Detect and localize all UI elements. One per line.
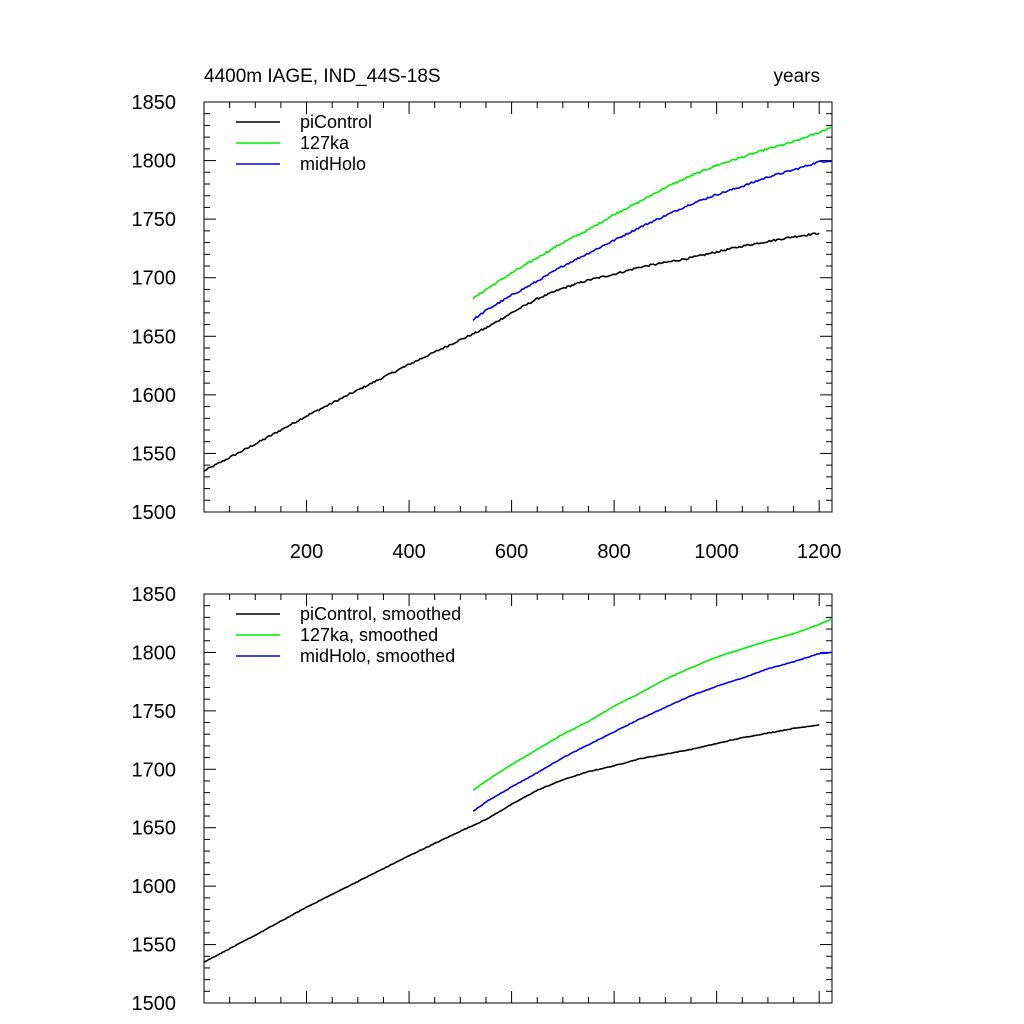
legend-label: midHolo — [300, 154, 366, 174]
y-tick-label: 1550 — [132, 935, 177, 957]
y-tick-label: 1700 — [132, 759, 177, 781]
legend-label: piControl — [300, 112, 372, 132]
top-panel-title: 4400m IAGE, IND_44S-18S — [204, 66, 441, 87]
y-tick-label: 1500 — [132, 993, 177, 1015]
x-tick-label: 200 — [290, 541, 323, 563]
x-tick-label: 600 — [495, 541, 528, 563]
plot-frame — [203, 593, 833, 1004]
y-tick-label: 1500 — [132, 502, 177, 524]
series-line-127ka — [472, 617, 833, 791]
plot-frame — [203, 101, 833, 513]
x-tick-label: 1200 — [797, 541, 842, 563]
legend-label: 127ka — [300, 133, 350, 153]
series-line-midholo — [472, 651, 832, 812]
series-line-picontrol — [203, 724, 820, 963]
x-tick-label: 400 — [392, 541, 425, 563]
legend-label: midHolo, smoothed — [300, 646, 455, 666]
y-tick-label: 1600 — [132, 385, 177, 407]
y-tick-label: 1650 — [132, 818, 177, 840]
y-tick-label: 1550 — [132, 443, 177, 465]
series-line-midholo — [472, 159, 833, 321]
y-tick-label: 1850 — [132, 92, 177, 114]
y-tick-label: 1600 — [132, 876, 177, 898]
y-tick-label: 1800 — [132, 642, 177, 664]
x-tick-label: 1000 — [694, 541, 739, 563]
y-tick-label: 1750 — [132, 701, 177, 723]
y-tick-label: 1850 — [132, 584, 177, 606]
top-panel-units-label: years — [774, 66, 820, 87]
series-line-127ka — [472, 125, 833, 300]
y-tick-label: 1700 — [132, 268, 177, 290]
legend-label: 127ka, smoothed — [300, 625, 438, 645]
top-panel: 4400m IAGE, IND_44S-18S years 1500 1550 16… — [132, 66, 842, 563]
series-line-picontrol — [203, 232, 820, 472]
legend-label: piControl, smoothed — [300, 604, 461, 624]
y-tick-label: 1650 — [132, 326, 177, 348]
bottom-panel: 1500 1550 1600 1650 1700 1750 1800 1850 piContro… — [132, 584, 833, 1015]
y-tick-label: 1750 — [132, 209, 177, 231]
y-tick-label: 1800 — [132, 151, 177, 173]
x-tick-label: 800 — [597, 541, 630, 563]
